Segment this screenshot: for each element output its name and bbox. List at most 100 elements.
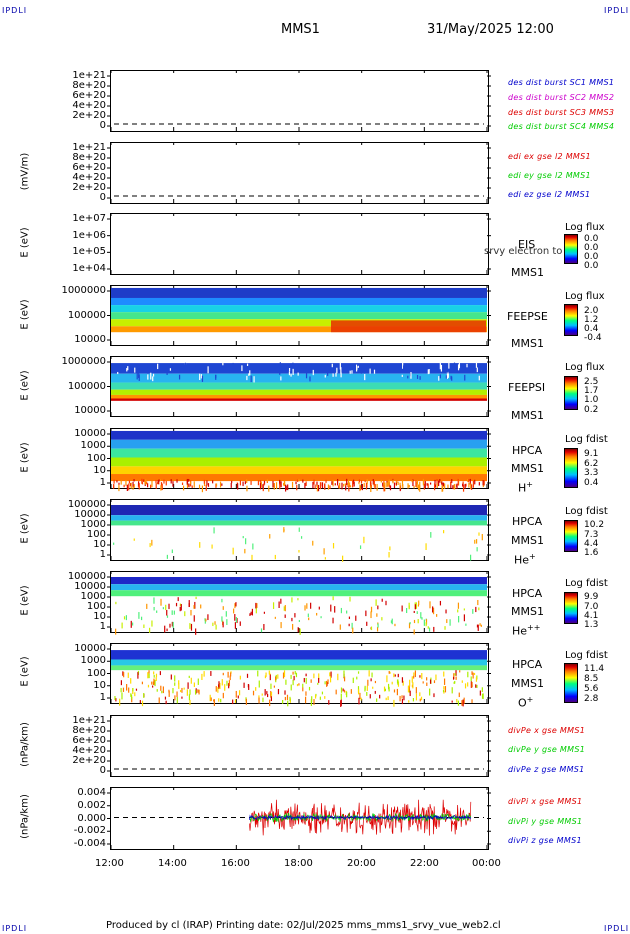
spectrogram-pixel bbox=[444, 626, 446, 630]
instrument-label: FEEPSE bbox=[507, 310, 548, 323]
spectrogram-pixel bbox=[393, 673, 395, 678]
colorbar-tick: 8.5 bbox=[584, 674, 599, 684]
legend-entry: divPe z gse MMS1 bbox=[508, 765, 585, 774]
spectrogram-pixel bbox=[262, 697, 264, 703]
spectrogram-band bbox=[111, 665, 487, 671]
spectrogram-pixel bbox=[324, 696, 326, 699]
spectrogram-pixel bbox=[361, 483, 364, 491]
spectrogram-pixel bbox=[327, 679, 329, 685]
footer-credits: Produced by cl (IRAP) Printing date: 02/… bbox=[106, 920, 501, 931]
spectrogram-pixel bbox=[408, 484, 410, 488]
spectrogram-pixel bbox=[373, 369, 376, 374]
spectrogram-pixel bbox=[464, 683, 467, 689]
spectrogram-pixel bbox=[162, 607, 164, 610]
colorbar-tick: 0.4 bbox=[584, 324, 599, 334]
spectrogram-band bbox=[111, 584, 487, 591]
spectrogram-pixel bbox=[146, 367, 148, 374]
spectrogram-pixel bbox=[155, 479, 157, 484]
spectrogram-pixel bbox=[346, 691, 348, 698]
spectrogram-pixel bbox=[118, 482, 120, 485]
spectrogram-pixel bbox=[478, 375, 480, 381]
spectrogram-pixel bbox=[147, 374, 149, 380]
spectrogram-pixel bbox=[365, 482, 368, 490]
spectrogram-pixel bbox=[391, 681, 393, 685]
spectrogram-pixel bbox=[436, 614, 438, 617]
ion-label: He++ bbox=[512, 623, 540, 638]
spectrogram-pixel bbox=[452, 485, 454, 490]
spectrogram-band bbox=[331, 320, 486, 333]
spectrogram-pixel bbox=[340, 700, 342, 707]
spectrogram-pixel bbox=[340, 372, 342, 378]
spectrogram-pixel bbox=[464, 374, 466, 381]
spectrogram-pixel bbox=[241, 365, 243, 372]
spectrogram-pixel bbox=[382, 485, 384, 488]
spectrogram-pixel bbox=[212, 622, 214, 627]
spectrogram-pixel bbox=[165, 700, 167, 705]
spectrogram-pixel bbox=[274, 616, 276, 619]
spectrogram-pixel bbox=[415, 602, 417, 609]
spectrogram-pixel bbox=[469, 478, 471, 485]
spectrogram-pixel bbox=[272, 480, 274, 488]
colorbar-tick: 1.7 bbox=[584, 386, 599, 396]
spacecraft-label: MMS1 bbox=[511, 605, 544, 618]
spectrogram-pixel bbox=[245, 538, 247, 545]
spectrogram-pixel bbox=[370, 611, 372, 619]
spectrogram-pixel bbox=[375, 366, 377, 374]
spectrogram-pixel bbox=[422, 681, 424, 684]
spectrogram-pixel bbox=[287, 484, 289, 491]
y-tick-label: 0.004 bbox=[77, 787, 106, 798]
spectrogram-pixel bbox=[177, 597, 179, 602]
y-tick-label: 1e+21 bbox=[72, 715, 106, 726]
spectrogram-pixel bbox=[436, 483, 438, 489]
spectrogram-pixel bbox=[166, 609, 168, 616]
spectrogram-pixel bbox=[288, 368, 291, 372]
y-tick-label: 1000 bbox=[80, 591, 106, 602]
spectrogram-pixel bbox=[160, 598, 162, 606]
spectrogram-pixel bbox=[260, 628, 263, 633]
spectrogram-pixel bbox=[270, 683, 272, 689]
spectrogram-pixel bbox=[256, 603, 258, 608]
spectrogram-pixel bbox=[443, 686, 445, 690]
spectrogram-pixel bbox=[304, 696, 307, 704]
spectrogram-pixel bbox=[179, 690, 182, 693]
spectrogram-pixel bbox=[458, 615, 460, 623]
spectrogram-pixel bbox=[402, 680, 404, 686]
spectrogram-pixel bbox=[232, 699, 234, 705]
spectrogram-pixel bbox=[310, 679, 312, 683]
spectrogram-pixel bbox=[450, 375, 452, 380]
corner-label-top-right: IPDLI bbox=[604, 6, 630, 15]
spectrogram-pixel bbox=[267, 694, 269, 698]
spectrogram-pixel bbox=[423, 619, 425, 626]
spectrogram-pixel bbox=[189, 689, 191, 695]
spectrogram-pixel bbox=[377, 623, 379, 628]
x-tick-label: 16:00 bbox=[221, 858, 250, 869]
colorbar-hpca-o bbox=[564, 663, 578, 703]
spectrogram-pixel bbox=[458, 692, 460, 698]
spectrogram-pixel bbox=[387, 683, 390, 690]
spectrogram-pixel bbox=[210, 671, 212, 676]
spectrogram-pixel bbox=[230, 672, 232, 677]
spectrogram-pixel bbox=[332, 543, 335, 549]
colorbar-title: Log fdist bbox=[565, 650, 608, 661]
spectrogram-pixel bbox=[228, 367, 231, 374]
y-tick-label: 10 bbox=[93, 464, 106, 476]
spectrogram-pixel bbox=[479, 623, 481, 626]
spectrogram-pixel bbox=[473, 672, 476, 675]
spectrogram-pixel bbox=[189, 623, 191, 629]
spectrogram-pixel bbox=[332, 373, 334, 377]
spectrogram-pixel bbox=[456, 698, 458, 703]
spectrogram-pixel bbox=[475, 362, 478, 368]
legend-entry: des dist burst SC1 MMS1 bbox=[508, 78, 615, 87]
spectrogram-band bbox=[111, 312, 487, 320]
spectrogram-pixel bbox=[449, 619, 451, 626]
spectrogram-pixel bbox=[328, 700, 330, 705]
spectrogram-pixel bbox=[239, 675, 241, 680]
spectrogram-pixel bbox=[222, 361, 224, 366]
spectrogram-pixel bbox=[265, 672, 267, 677]
spectrogram-pixel bbox=[128, 480, 131, 484]
colorbar-tick: 9.9 bbox=[584, 592, 599, 602]
spectrogram-pixel bbox=[379, 694, 381, 699]
spectrogram-pixel bbox=[117, 371, 119, 375]
spectrogram-pixel bbox=[250, 611, 252, 615]
spectrogram-pixel bbox=[447, 371, 449, 378]
